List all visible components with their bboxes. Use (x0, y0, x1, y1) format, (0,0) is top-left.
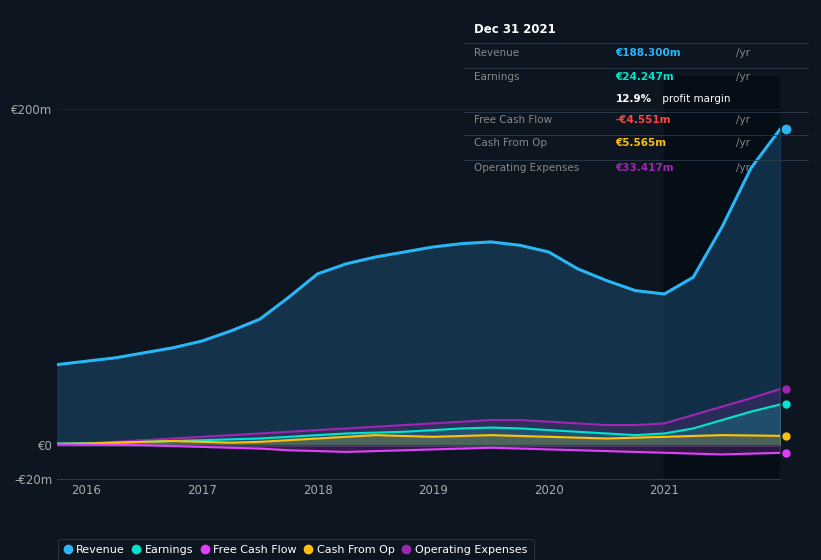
Text: /yr: /yr (736, 163, 750, 173)
Text: Free Cash Flow: Free Cash Flow (475, 115, 553, 125)
Text: Revenue: Revenue (475, 48, 520, 58)
Text: profit margin: profit margin (658, 94, 730, 104)
Text: /yr: /yr (736, 72, 750, 82)
Text: €33.417m: €33.417m (616, 163, 674, 173)
Text: Operating Expenses: Operating Expenses (475, 163, 580, 173)
Text: -€4.551m: -€4.551m (616, 115, 671, 125)
Text: /yr: /yr (736, 138, 750, 148)
Text: 12.9%: 12.9% (616, 94, 652, 104)
Text: Dec 31 2021: Dec 31 2021 (475, 23, 556, 36)
Text: €188.300m: €188.300m (616, 48, 681, 58)
Text: Earnings: Earnings (475, 72, 520, 82)
Legend: Revenue, Earnings, Free Cash Flow, Cash From Op, Operating Expenses: Revenue, Earnings, Free Cash Flow, Cash … (58, 539, 534, 560)
Text: €5.565m: €5.565m (616, 138, 667, 148)
Text: Cash From Op: Cash From Op (475, 138, 548, 148)
Bar (664, 76, 803, 479)
Text: /yr: /yr (736, 115, 750, 125)
Text: /yr: /yr (736, 48, 750, 58)
Text: €24.247m: €24.247m (616, 72, 674, 82)
